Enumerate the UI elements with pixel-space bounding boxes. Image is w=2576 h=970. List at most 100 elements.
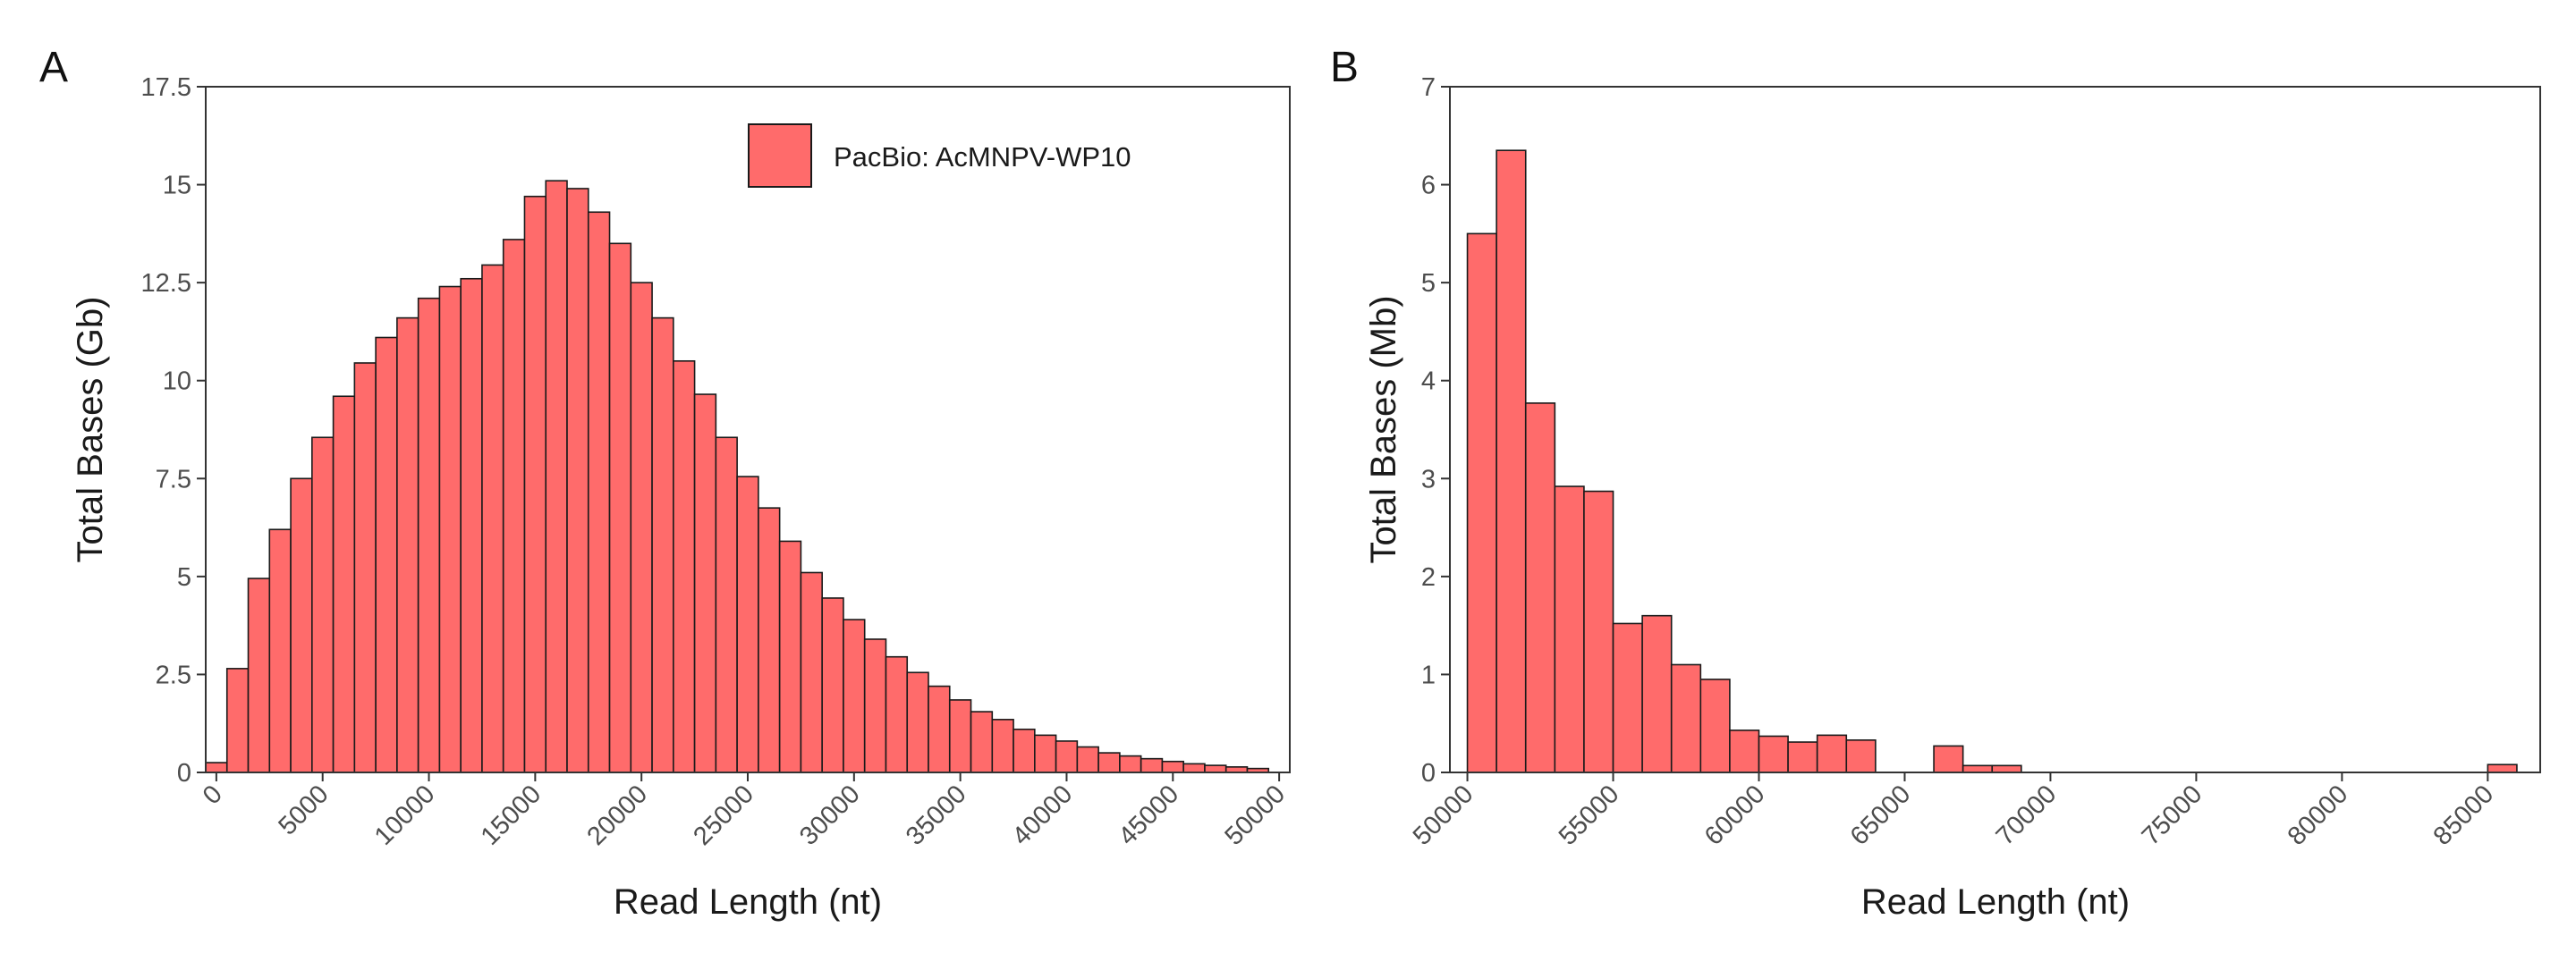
panel-b-y-tick-label: 2: [1421, 563, 1436, 592]
panel-a-bar: [481, 264, 504, 773]
panel-a-bar: [863, 638, 887, 773]
panel-a-bar: [1119, 755, 1142, 773]
panel-a-bar: [970, 711, 994, 773]
panel-a-bar: [673, 359, 696, 773]
panel-a-x-tick-label: 35000: [901, 780, 972, 851]
panel-a-x-axis-title: Read Length (nt): [614, 882, 882, 922]
panel-b-x-axis: 50000 55000 60000 65000 70000 75000 80000 85000: [1408, 772, 2499, 851]
panel-b-x-tick-label: 70000: [1991, 780, 2063, 851]
panel-a-bar: [1140, 757, 1164, 773]
panel-b-y-tick-label: 4: [1421, 367, 1436, 396]
panel-a-bar: [928, 685, 951, 773]
panel-a-bar: [715, 436, 738, 773]
panel-b-bar: [1496, 149, 1527, 773]
panel-a-y-tick-label: 0: [177, 759, 191, 788]
panel-b-bar: [1729, 730, 1760, 773]
panel-b-x-tick-label: 85000: [2428, 780, 2500, 851]
panel-b-bar: [1787, 741, 1818, 773]
panel-a-bar: [1161, 760, 1184, 773]
panel-a-bar: [225, 668, 250, 773]
panel-a-x-tick-label: 20000: [581, 780, 653, 851]
panel-a-bar: [991, 719, 1014, 773]
panel-a-bar: [1055, 740, 1079, 773]
panel-a-x-axis: 0 5000 10000 15000 20000 25000 30000 35000 40000…: [198, 772, 1291, 851]
panel-b-plot-frame: [1449, 86, 2541, 773]
panel-a-bar: [906, 671, 929, 773]
panel-a-bar: [502, 239, 526, 773]
panel-b-bar: [1933, 745, 1964, 773]
panel-b-bar: [1524, 402, 1556, 773]
panel-a-bar: [948, 699, 972, 773]
panel-b-bar: [2487, 763, 2518, 773]
panel-a-bar: [460, 277, 483, 773]
panel-a-bar: [332, 395, 356, 773]
panel-a-bar: [290, 477, 313, 773]
panel-a-bar: [205, 762, 228, 773]
panel-a-bar: [693, 393, 717, 773]
panel-b-bar: [1670, 663, 1702, 773]
panel-b-y-tick-label: 0: [1421, 759, 1436, 788]
panel-a-y-tick-label: 17.5: [141, 73, 191, 102]
panel-a-y-tick-label: 12.5: [141, 269, 191, 298]
panel-a-y-axis-title: Total Bases (Gb): [71, 297, 110, 563]
panel-a-y-tick-label: 5: [177, 563, 191, 592]
panel-a-bar: [247, 578, 271, 773]
panel-b-x-tick-label: 55000: [1554, 780, 1625, 851]
panel-a-bar: [1076, 746, 1099, 773]
panel-a-bar: [843, 619, 866, 773]
panel-a-x-tick-label: 40000: [1007, 780, 1079, 851]
panel-a-bar: [545, 180, 568, 773]
panel-a-bar: [566, 188, 589, 773]
panel-b-bar: [1641, 614, 1673, 773]
panel-a-bar: [1204, 764, 1227, 773]
panel-a-bar: [885, 655, 909, 773]
panel-b-bar: [1466, 232, 1497, 773]
panel-a-x-tick-label: 0: [198, 780, 228, 810]
panel-b-y-axis-title: Total Bases (Mb): [1364, 295, 1403, 563]
panel-b-x-tick-label: 65000: [1845, 780, 1917, 851]
panel-b: B 0 1 2 3 4 5 6 7 50000 55000 60000 65000 70000 7500…: [1330, 44, 2541, 922]
panel-a-y-tick-label: 15: [163, 172, 191, 200]
panel-a-bar: [417, 297, 441, 773]
panel-b-bar: [1816, 734, 1848, 773]
panel-a-y-tick-label: 10: [163, 367, 191, 396]
panel-b-y-axis: 0 1 2 3 4 5 6 7: [1421, 73, 1450, 788]
panel-b-bar: [1554, 485, 1585, 773]
panel-b-x-tick-label: 60000: [1699, 780, 1771, 851]
panel-a-bar: [800, 571, 823, 773]
panel-b-y-tick-label: 3: [1421, 465, 1436, 493]
panel-a-bar: [778, 540, 802, 773]
legend-swatch: [748, 123, 812, 188]
panel-b-bar: [1991, 764, 2022, 773]
panel-b-y-tick-label: 6: [1421, 172, 1436, 200]
panel-a-y-tick-label: 7.5: [156, 465, 191, 493]
panel-a-x-tick-label: 30000: [794, 780, 866, 851]
panel-a-bar: [608, 242, 632, 773]
panel-a-x-tick-label: 25000: [688, 780, 759, 851]
panel-a-x-tick-label: 10000: [369, 780, 441, 851]
panel-a-bar: [1182, 763, 1206, 773]
panel-b-y-tick-label: 5: [1421, 269, 1436, 298]
panel-b-x-axis-title: Read Length (nt): [1861, 882, 2130, 922]
panel-a-bar: [353, 362, 377, 773]
panel-a-bar: [821, 597, 844, 773]
panel-a-y-tick-label: 2.5: [156, 661, 191, 689]
panel-b-x-tick-label: 50000: [1408, 780, 1479, 851]
panel-b-bar: [1758, 735, 1789, 773]
panel-a-x-tick-label: 15000: [476, 780, 547, 851]
panel-a-x-tick-label: 45000: [1114, 780, 1185, 851]
panel-b-bar: [1612, 622, 1643, 773]
panel-a-bar: [438, 285, 462, 773]
panel-b-bar: [1583, 490, 1614, 773]
panel-a-bar: [523, 195, 547, 773]
panel-a-bar: [587, 211, 611, 773]
panel-b-y-tick-label: 1: [1421, 661, 1436, 689]
legend-label: PacBio: AcMNPV-WP10: [834, 141, 1131, 173]
panel-b-bar: [1699, 679, 1731, 773]
legend: PacBio: AcMNPV-WP10: [748, 123, 1131, 188]
panel-a-x-tick-label: 50000: [1219, 780, 1291, 851]
panel-a-tag: A: [39, 44, 68, 91]
panel-b-x-tick-label: 75000: [2137, 780, 2208, 851]
